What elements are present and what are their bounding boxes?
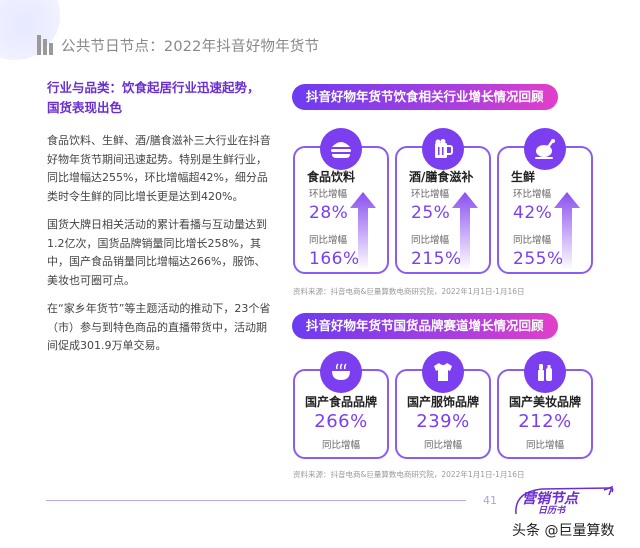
yoy-value: 255%	[513, 249, 564, 269]
section1-title: 抖音好物年货节饮食相关行业增长情况回顾	[292, 84, 570, 110]
card-domestic-cosmetics: 国产美妆品牌 212% 同比增幅	[497, 351, 593, 459]
shirt-icon	[422, 351, 464, 393]
card-name: 生鲜	[511, 170, 536, 184]
card-name: 国产服饰品牌	[406, 395, 479, 409]
logo-main-text: 营销节点	[522, 491, 578, 507]
mom-label: 环比增幅	[513, 189, 552, 200]
source-note: 资料来源：抖音电商&巨量算数电商研究院，2022年1月1日-1月16日	[293, 470, 525, 479]
roast-chicken-icon	[524, 128, 566, 170]
yoy-label: 同比增幅	[411, 235, 450, 246]
page-title: 公共节日节点：2022年抖音好物年货节	[61, 38, 320, 55]
yoy-label: 同比增幅	[423, 440, 462, 451]
bowl-icon	[320, 351, 362, 393]
card-name: 酒/膳食滋补	[409, 170, 474, 184]
card-name: 国产食品品牌	[304, 395, 377, 409]
card-fresh-food: 生鲜 环比增幅 42% 同比增幅 255%	[497, 128, 593, 274]
yoy-label: 同比增幅	[309, 235, 348, 246]
yoy-value: 215%	[411, 249, 462, 269]
mom-value: 28%	[309, 203, 349, 223]
beer-mug-icon	[422, 128, 464, 170]
card-name: 食品饮料	[307, 170, 356, 184]
burger-icon	[320, 128, 362, 170]
mom-value: 42%	[513, 203, 553, 223]
calendar-logo: 营销节点 日历书	[512, 486, 616, 518]
card-domestic-food: 国产食品品牌 266% 同比增幅	[293, 351, 389, 459]
page-number: 41	[483, 494, 497, 507]
yoy-value: 239%	[416, 411, 470, 432]
yoy-label: 同比增幅	[321, 440, 360, 451]
growth-arrow-icon	[554, 192, 580, 270]
mom-label: 环比增幅	[411, 189, 450, 200]
growth-arrow-icon	[350, 192, 376, 270]
card-food-beverage: 食品饮料 环比增幅 28% 同比增幅 166%	[293, 128, 389, 274]
footer-divider	[46, 500, 466, 501]
paragraph-2: 国货大牌日相关活动的累计看播与互动量达到1.2亿次，国货品牌销量同比增长258%…	[47, 218, 267, 287]
card-name: 国产美妆品牌	[508, 395, 581, 409]
cosmetics-icon	[524, 351, 566, 393]
card-liquor-supplements: 酒/膳食滋补 环比增幅 25% 同比增幅 215%	[395, 128, 491, 274]
section-subtitle: 行业与品类：饮食起居行业迅速起势，国货表现出色	[47, 80, 260, 115]
mom-label: 环比增幅	[309, 189, 348, 200]
logo-sub-text: 日历书	[538, 506, 566, 516]
yoy-value: 212%	[518, 411, 572, 432]
paragraph-1: 食品饮料、生鲜、酒/膳食滋补三大行业在抖音好物年货节期间迅速起势。特别是生鲜行业…	[47, 134, 271, 203]
growth-arrow-icon	[452, 192, 478, 270]
section2-title: 抖音好物年货节国货品牌赛道增长情况回顾	[292, 313, 570, 339]
yoy-value: 266%	[314, 411, 368, 432]
bars-icon	[37, 35, 53, 55]
card-domestic-apparel: 国产服饰品牌 239% 同比增幅	[395, 351, 491, 459]
left-text-column: 行业与品类：饮食起居行业迅速起势，国货表现出色 食品饮料、生鲜、酒/膳食滋补三大…	[47, 78, 271, 366]
yoy-label: 同比增幅	[513, 235, 552, 246]
paragraph-3: 在“家乡年货节”等主题活动的推动下，23个省（市）参与到特色商品的直播带货中，活…	[47, 302, 271, 352]
watermark: 头条 @巨量算数	[508, 519, 632, 543]
page-header: 公共节日节点：2022年抖音好物年货节	[37, 34, 319, 56]
mom-value: 25%	[411, 203, 451, 223]
source-note: 资料来源：抖音电商&巨量算数电商研究院，2022年1月1日-1月16日	[293, 287, 525, 296]
yoy-value: 166%	[309, 249, 360, 269]
yoy-label: 同比增幅	[525, 440, 564, 451]
